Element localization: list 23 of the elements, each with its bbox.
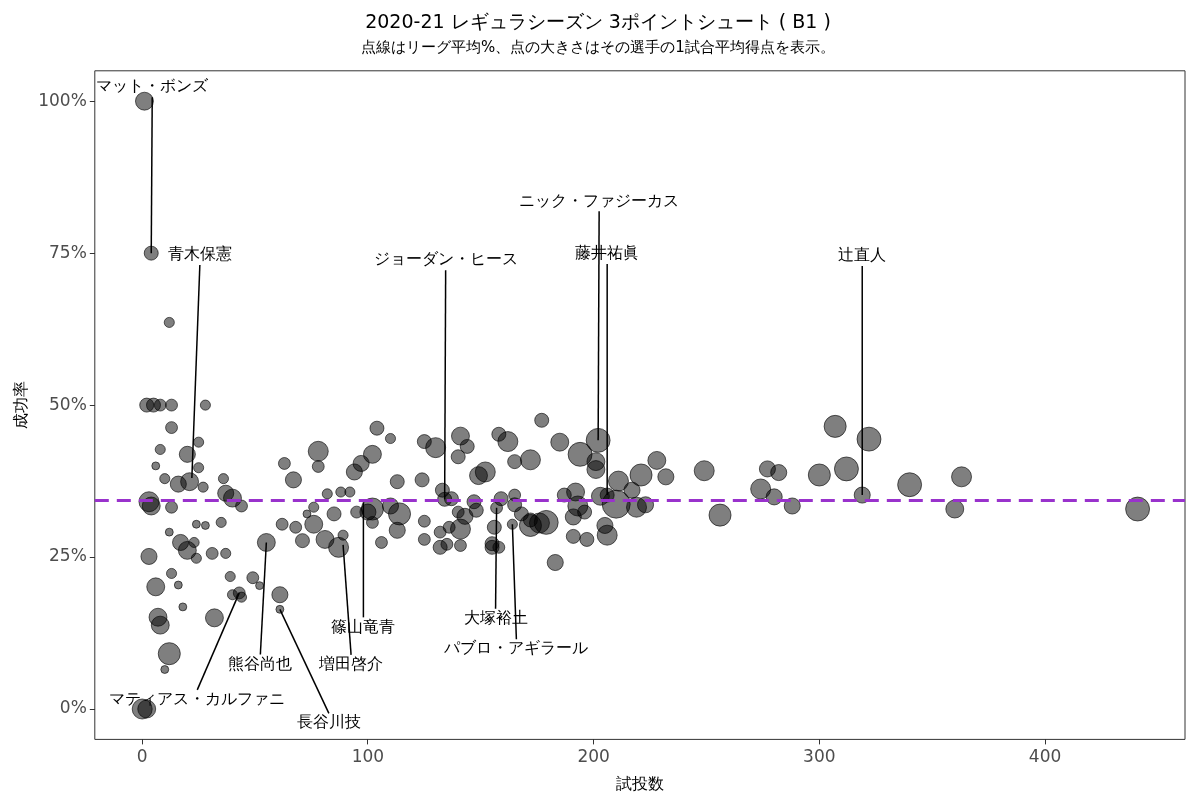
annotation: ニック・ファジーカス (519, 190, 680, 210)
annotation: 青木保憲 (167, 244, 232, 264)
x-axis-title: 試投数 (615, 773, 664, 793)
x-tick-label: 300 (803, 746, 836, 767)
x-tick-label: 100 (351, 746, 385, 767)
annotation: 増田啓介 (318, 654, 384, 674)
annotation: ジョーダン・ヒース (373, 249, 518, 269)
annotation: 熊谷尚也 (228, 653, 293, 673)
y-tick-label: 100% (38, 89, 87, 110)
y-axis-title: 成功率 (10, 381, 30, 430)
y-tick-label: 25% (49, 545, 87, 566)
x-tick-label: 0 (136, 746, 148, 767)
y-tick-label: 50% (49, 393, 87, 414)
chart-subtitle: 点線はリーグ平均%、点の大きさはその選手の1試合平均得点を表示。 (361, 37, 835, 56)
annotation: マット・ボンズ (96, 76, 210, 96)
y-tick-label: 0% (59, 697, 87, 718)
chart-title: 2020-21 レギュラシーズン 3ポイントシュート ( B1 ) (365, 10, 831, 33)
annotation: 長谷川技 (296, 712, 361, 732)
x-tick-label: 400 (1028, 746, 1062, 767)
y-tick-label: 75% (49, 241, 87, 262)
annotation: パブロ・アギラール (443, 638, 589, 658)
x-tick-label: 200 (577, 746, 610, 767)
annotation: 辻直人 (838, 245, 887, 265)
